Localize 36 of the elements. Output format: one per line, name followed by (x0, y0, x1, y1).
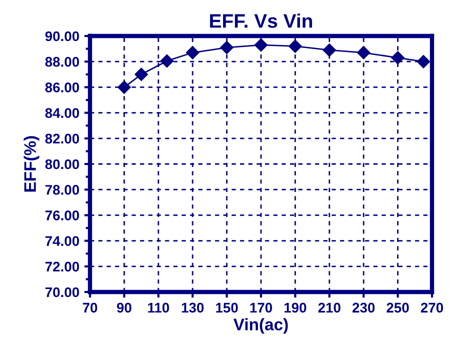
y-tick-label: 78.00 (45, 184, 80, 195)
y-tick-label: 80.00 (45, 159, 80, 170)
y-tick-label: 86.00 (45, 82, 80, 92)
x-tick-label: 90 (116, 302, 132, 313)
y-tick-label: 84.00 (45, 108, 80, 118)
point (391, 51, 404, 64)
point (220, 40, 234, 54)
point (134, 68, 148, 81)
point (186, 46, 200, 60)
x-tick-label: 110 (148, 302, 170, 313)
y-tick-label: 82.00 (45, 134, 80, 144)
x-tick-label: 150 (216, 302, 238, 313)
point (118, 80, 131, 94)
x-tick-label: 190 (284, 302, 306, 313)
x-tick-label: 70 (82, 302, 98, 313)
x-tick-label: 210 (318, 302, 340, 313)
x-tick-label: 270 (420, 302, 444, 313)
point (416, 55, 430, 68)
point (357, 46, 370, 60)
y-tick-label: 72.00 (45, 262, 80, 272)
point (160, 54, 174, 68)
y-tick-label: 90.00 (45, 31, 80, 42)
x-tick-label: 230 (352, 302, 375, 313)
x-axis-title: Vin(ac) (233, 318, 288, 334)
x-tick-label: 170 (250, 302, 272, 313)
point (254, 38, 268, 52)
x-tick-label: 130 (182, 302, 204, 313)
y-axis-title: EFF(%) (24, 136, 40, 192)
y-tick-label: 76.00 (45, 210, 80, 220)
point (322, 43, 336, 57)
point (288, 40, 302, 53)
y-tick-label: 88.00 (45, 56, 80, 67)
chart-title: EFF. Vs Vin (210, 14, 312, 28)
x-tick-label: 250 (386, 302, 409, 313)
y-tick-label: 70.00 (45, 287, 80, 298)
y-tick-label: 74.00 (45, 236, 80, 246)
